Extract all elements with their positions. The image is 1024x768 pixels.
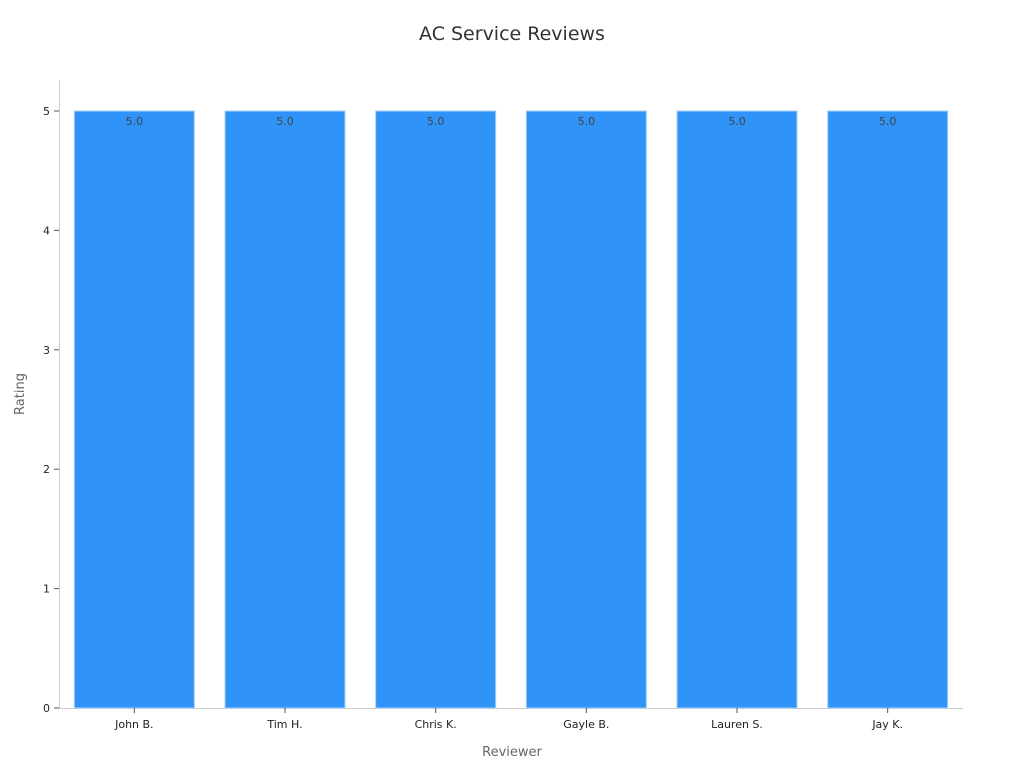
bar (224, 110, 346, 709)
data-label: 5.0 (879, 115, 897, 128)
x-tick-label: Jay K. (871, 718, 903, 731)
data-label: 5.0 (578, 115, 596, 128)
y-tick-label: 3 (43, 344, 50, 357)
y-tick-label: 2 (43, 463, 50, 476)
data-label: 5.0 (427, 115, 445, 128)
chart-title: AC Service Reviews (419, 23, 605, 45)
x-tick-label: Tim H. (266, 718, 302, 731)
y-axis-label: Rating (13, 373, 28, 415)
x-axis-label: Reviewer (482, 745, 542, 760)
bar (73, 110, 195, 709)
x-tick-label: Gayle B. (563, 718, 609, 731)
y-tick-label: 4 (43, 224, 50, 237)
x-tick-label: Chris K. (415, 718, 457, 731)
y-tick-label: 1 (43, 583, 50, 596)
x-tick-label: Lauren S. (711, 718, 763, 731)
data-label: 5.0 (276, 115, 294, 128)
bar (827, 110, 949, 709)
bar (676, 110, 798, 709)
data-label: 5.0 (126, 115, 144, 128)
data-label: 5.0 (728, 115, 746, 128)
bar (525, 110, 647, 709)
y-tick-label: 5 (43, 105, 50, 118)
bar (375, 110, 497, 709)
y-tick-label: 0 (43, 702, 50, 715)
x-tick-label: John B. (114, 718, 153, 731)
